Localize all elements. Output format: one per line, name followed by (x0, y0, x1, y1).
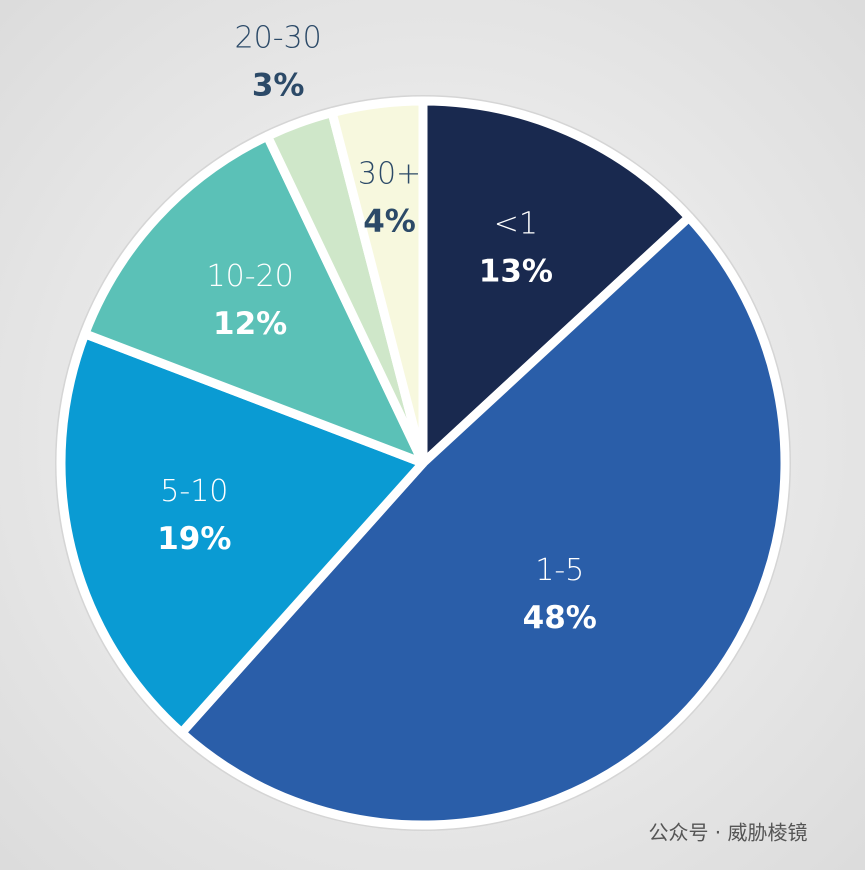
slice-label: 5-10 (160, 474, 228, 509)
slice-label: 20-30 (235, 21, 322, 56)
watermark: 公众号 · 威胁棱镜 (648, 821, 807, 845)
pie-slice (177, 212, 790, 830)
slice-label: 1-5 (535, 553, 584, 588)
pie-slice (56, 329, 428, 738)
slice-label: 30+ (358, 156, 421, 191)
slice-label: <1 (494, 206, 538, 241)
slices (56, 96, 790, 830)
pie-slice (418, 96, 694, 468)
slice-label: 10-20 (207, 259, 294, 294)
pie-slice (80, 131, 428, 468)
value-label: 19% (157, 521, 231, 557)
labels: <1 13% 1-5 48% 5-10 19% 10-20 12% 20-30 3% 30+ 4% (157, 21, 597, 637)
pie-slice (327, 96, 428, 468)
value-label: 48% (523, 600, 597, 636)
value-label: 4% (363, 203, 416, 239)
value-label: 13% (479, 253, 553, 289)
value-label: 12% (213, 306, 287, 342)
value-label: 3% (252, 68, 305, 104)
